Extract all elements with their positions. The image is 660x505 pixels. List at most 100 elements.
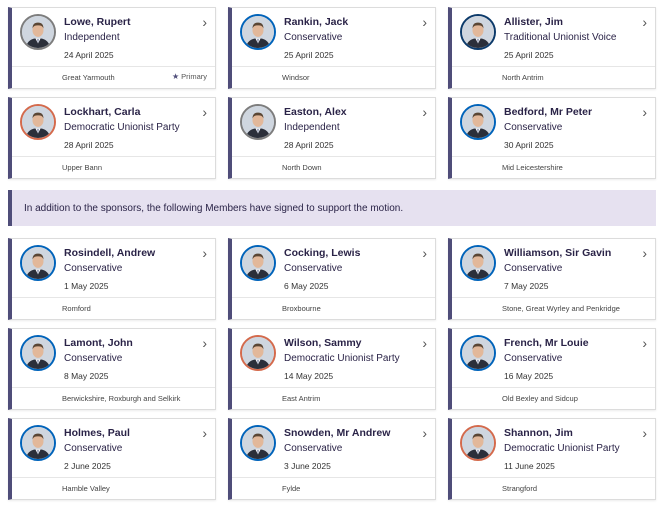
- member-constituency: North Antrim: [502, 73, 544, 82]
- card-footer: Fylde: [232, 477, 435, 499]
- member-avatar: [240, 335, 276, 371]
- member-card[interactable]: Allister, Jim Traditional Unionist Voice…: [448, 7, 656, 89]
- member-constituency: North Down: [282, 163, 322, 172]
- member-name[interactable]: Lamont, John: [64, 337, 133, 349]
- member-name[interactable]: Rankin, Jack: [284, 16, 349, 28]
- member-avatar: [20, 335, 56, 371]
- chevron-right-icon[interactable]: ›: [202, 425, 207, 441]
- signed-date: 30 April 2025: [504, 140, 554, 150]
- chevron-right-icon[interactable]: ›: [202, 245, 207, 261]
- member-constituency: Old Bexley and Sidcup: [502, 394, 578, 403]
- supporters-grid: Rosindell, Andrew Conservative 1 May 202…: [8, 238, 656, 500]
- member-avatar: [240, 425, 276, 461]
- member-avatar: [460, 104, 496, 140]
- member-name[interactable]: Allister, Jim: [504, 16, 563, 28]
- card-footer: Mid Leicestershire: [452, 156, 655, 178]
- member-party: Conservative: [504, 353, 563, 364]
- member-card[interactable]: Cocking, Lewis Conservative 6 May 2025 ›…: [228, 238, 436, 320]
- member-portrait-icon: [242, 337, 274, 369]
- member-name[interactable]: Easton, Alex: [284, 106, 347, 118]
- member-portrait-icon: [462, 106, 494, 138]
- member-card[interactable]: Shannon, Jim Democratic Unionist Party 1…: [448, 418, 656, 500]
- member-name[interactable]: Shannon, Jim: [504, 427, 573, 439]
- member-name[interactable]: Williamson, Sir Gavin: [504, 247, 612, 259]
- member-card[interactable]: Holmes, Paul Conservative 2 June 2025 › …: [8, 418, 216, 500]
- member-card[interactable]: Snowden, Mr Andrew Conservative 3 June 2…: [228, 418, 436, 500]
- member-party: Independent: [284, 122, 340, 133]
- member-party: Democratic Unionist Party: [64, 122, 180, 133]
- chevron-right-icon[interactable]: ›: [422, 245, 427, 261]
- member-card[interactable]: Lamont, John Conservative 8 May 2025 › B…: [8, 328, 216, 410]
- member-constituency: Broxbourne: [282, 304, 321, 313]
- chevron-right-icon[interactable]: ›: [202, 335, 207, 351]
- member-portrait-icon: [242, 427, 274, 459]
- chevron-right-icon[interactable]: ›: [642, 245, 647, 261]
- member-portrait-icon: [462, 427, 494, 459]
- member-name[interactable]: Wilson, Sammy: [284, 337, 362, 349]
- chevron-right-icon[interactable]: ›: [422, 335, 427, 351]
- signed-date: 24 April 2025: [64, 50, 114, 60]
- card-footer: Stone, Great Wyrley and Penkridge: [452, 297, 655, 319]
- member-name[interactable]: Snowden, Mr Andrew: [284, 427, 391, 439]
- member-name[interactable]: French, Mr Louie: [504, 337, 589, 349]
- member-name[interactable]: Holmes, Paul: [64, 427, 130, 439]
- member-portrait-icon: [242, 247, 274, 279]
- chevron-right-icon[interactable]: ›: [422, 14, 427, 30]
- member-avatar: [460, 335, 496, 371]
- member-avatar: [460, 245, 496, 281]
- chevron-right-icon[interactable]: ›: [642, 425, 647, 441]
- member-constituency: Great Yarmouth: [62, 73, 115, 82]
- primary-sponsor-badge: ★ Primary: [172, 72, 207, 81]
- member-avatar: [20, 425, 56, 461]
- chevron-right-icon[interactable]: ›: [422, 425, 427, 441]
- member-avatar: [240, 245, 276, 281]
- member-card[interactable]: Williamson, Sir Gavin Conservative 7 May…: [448, 238, 656, 320]
- member-constituency: Hamble Valley: [62, 484, 110, 493]
- signed-date: 1 May 2025: [64, 281, 109, 291]
- member-portrait-icon: [22, 106, 54, 138]
- chevron-right-icon[interactable]: ›: [202, 14, 207, 30]
- member-card[interactable]: Rosindell, Andrew Conservative 1 May 202…: [8, 238, 216, 320]
- member-party: Independent: [64, 32, 120, 43]
- chevron-right-icon[interactable]: ›: [422, 104, 427, 120]
- signed-date: 28 April 2025: [64, 140, 114, 150]
- member-card[interactable]: Rankin, Jack Conservative 25 April 2025 …: [228, 7, 436, 89]
- member-card[interactable]: French, Mr Louie Conservative 16 May 202…: [448, 328, 656, 410]
- chevron-right-icon[interactable]: ›: [642, 104, 647, 120]
- member-name[interactable]: Rosindell, Andrew: [64, 247, 156, 259]
- card-footer: North Antrim: [452, 66, 655, 88]
- signed-date: 2 June 2025: [64, 461, 111, 471]
- chevron-right-icon[interactable]: ›: [642, 335, 647, 351]
- member-constituency: Mid Leicestershire: [502, 163, 563, 172]
- member-name[interactable]: Lowe, Rupert: [64, 16, 131, 28]
- member-party: Conservative: [64, 443, 123, 454]
- chevron-right-icon[interactable]: ›: [202, 104, 207, 120]
- member-constituency: Upper Bann: [62, 163, 103, 172]
- member-card[interactable]: Easton, Alex Independent 28 April 2025 ›…: [228, 97, 436, 179]
- member-name[interactable]: Bedford, Mr Peter: [504, 106, 593, 118]
- member-party: Democratic Unionist Party: [504, 443, 620, 454]
- member-portrait-icon: [22, 337, 54, 369]
- member-portrait-icon: [22, 247, 54, 279]
- member-portrait-icon: [462, 337, 494, 369]
- card-footer: Berwickshire, Roxburgh and Selkirk: [12, 387, 215, 409]
- signed-date: 11 June 2025: [504, 461, 555, 471]
- member-card[interactable]: Wilson, Sammy Democratic Unionist Party …: [228, 328, 436, 410]
- member-avatar: [20, 104, 56, 140]
- member-constituency: East Antrim: [282, 394, 321, 403]
- member-name[interactable]: Lockhart, Carla: [64, 106, 141, 118]
- member-name[interactable]: Cocking, Lewis: [284, 247, 361, 259]
- member-avatar: [460, 425, 496, 461]
- member-card[interactable]: Lowe, Rupert Independent 24 April 2025 ›…: [8, 7, 216, 89]
- supporters-notice-banner: In addition to the sponsors, the followi…: [8, 190, 656, 226]
- member-party: Traditional Unionist Voice: [504, 32, 617, 43]
- member-party: Conservative: [284, 443, 343, 454]
- card-footer: Broxbourne: [232, 297, 435, 319]
- signed-date: 8 May 2025: [64, 371, 109, 381]
- signed-date: 7 May 2025: [504, 281, 549, 291]
- chevron-right-icon[interactable]: ›: [642, 14, 647, 30]
- member-card[interactable]: Bedford, Mr Peter Conservative 30 April …: [448, 97, 656, 179]
- member-constituency: Fylde: [282, 484, 301, 493]
- member-portrait-icon: [462, 16, 494, 48]
- member-card[interactable]: Lockhart, Carla Democratic Unionist Part…: [8, 97, 216, 179]
